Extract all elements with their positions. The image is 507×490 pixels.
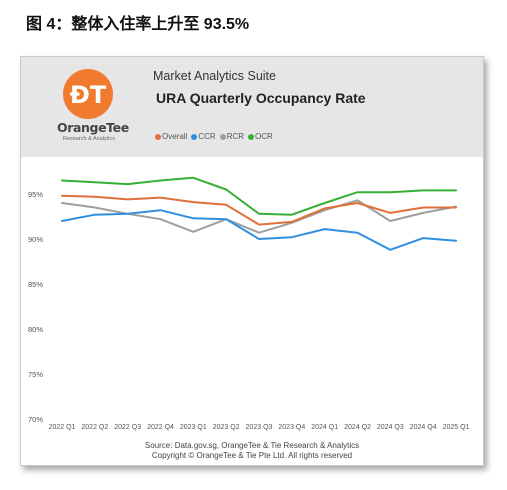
legend-item-ocr[interactable]: OCR bbox=[248, 132, 273, 141]
series-line-overall bbox=[61, 194, 457, 226]
legend-label: Overall bbox=[162, 132, 188, 141]
suite-title: Market Analytics Suite bbox=[153, 69, 276, 83]
y-tick-label: 95% bbox=[28, 190, 43, 199]
chart-legend: Overall CCR RCR OCR bbox=[155, 132, 273, 141]
x-tick-label: 2022 Q1 bbox=[49, 424, 76, 431]
orangetee-logo-icon: ÐT bbox=[63, 69, 113, 119]
series-line-ccr bbox=[61, 209, 457, 251]
x-tick-label: 2025 Q1 bbox=[443, 424, 470, 431]
chart-card: ÐT OrangeTee Research & Analytics Market… bbox=[20, 56, 484, 466]
line-chart: 70% 75% 80% 85% 90% 95% 2022 Q1 2022 Q2 2022 Q3 2… bbox=[28, 176, 470, 431]
figure-caption: 图 4：整体入住率上升至 93.5% bbox=[26, 16, 250, 33]
legend-marker bbox=[191, 133, 198, 140]
legend-label: CCR bbox=[198, 132, 216, 141]
source-note: Source: Data.gov.sg, OrangeTee & Tie Res… bbox=[21, 441, 483, 461]
x-tick-label: 2024 Q1 bbox=[311, 424, 338, 431]
x-tick-label: 2023 Q4 bbox=[278, 424, 305, 431]
logo-name: OrangeTee bbox=[57, 120, 129, 135]
chart-title: URA Quarterly Occupancy Rate bbox=[156, 90, 366, 106]
legend-marker bbox=[248, 133, 255, 140]
y-tick-label: 75% bbox=[28, 370, 43, 379]
x-tick-label: 2024 Q3 bbox=[377, 424, 404, 431]
x-tick-label: 2022 Q2 bbox=[81, 424, 108, 431]
logo-tagline: Research & Analytics bbox=[63, 136, 115, 142]
series-line-ocr bbox=[61, 176, 457, 216]
legend-label: OCR bbox=[255, 132, 273, 141]
source-line: Source: Data.gov.sg, OrangeTee & Tie Res… bbox=[144, 441, 360, 450]
legend-item-ccr[interactable]: CCR bbox=[191, 132, 216, 141]
legend-item-overall[interactable]: Overall bbox=[155, 132, 187, 141]
legend-marker bbox=[219, 133, 226, 140]
legend-item-rcr[interactable]: RCR bbox=[219, 132, 245, 141]
x-tick-label: 2023 Q2 bbox=[213, 424, 240, 431]
x-tick-label: 2024 Q4 bbox=[410, 424, 437, 431]
y-tick-label: 90% bbox=[28, 235, 43, 244]
svg-text:ÐT: ÐT bbox=[70, 81, 107, 109]
x-tick-label: 2022 Q4 bbox=[147, 424, 174, 431]
series-line-rcr bbox=[61, 199, 457, 234]
y-tick-label: 70% bbox=[28, 415, 43, 424]
legend-label: RCR bbox=[226, 132, 245, 141]
legend-marker bbox=[155, 133, 161, 140]
copyright-line: Copyright © OrangeTee & Tie Pte Ltd. All… bbox=[151, 451, 353, 460]
chart-header: ÐT OrangeTee Research & Analytics Market… bbox=[21, 57, 483, 157]
y-tick-label: 85% bbox=[28, 280, 43, 289]
y-tick-label: 80% bbox=[28, 325, 43, 334]
x-tick-label: 2023 Q1 bbox=[180, 424, 207, 431]
x-tick-label: 2023 Q3 bbox=[246, 424, 273, 431]
x-tick-label: 2022 Q3 bbox=[114, 424, 141, 431]
x-tick-label: 2024 Q2 bbox=[344, 424, 371, 431]
